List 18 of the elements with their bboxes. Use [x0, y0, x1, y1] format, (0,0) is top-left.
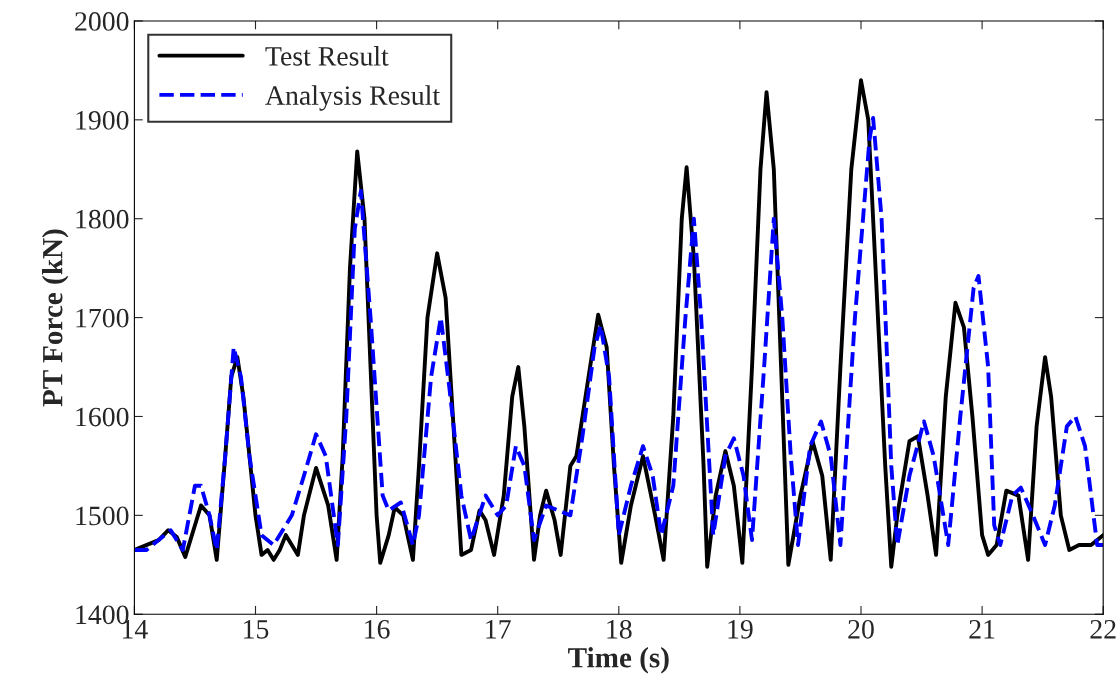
y-tick-label: 1600: [76, 407, 129, 427]
x-tick-label: 18: [607, 619, 632, 639]
x-tick-label: 21: [969, 619, 995, 639]
y-tick-label: 2000: [75, 12, 129, 31]
x-tick-label: 20: [848, 619, 874, 639]
legend-label: Test Result: [265, 46, 389, 66]
x-tick-label: 16: [365, 619, 390, 639]
y-tick-label: 1900: [76, 110, 129, 130]
x-tick-label: 15: [244, 620, 269, 639]
x-tick-label: 17: [486, 620, 511, 639]
x-tick-label: 19: [728, 619, 753, 639]
y-tick-label: 1500: [76, 506, 129, 526]
y-tick-label: 1700: [76, 308, 129, 328]
legend-label: Analysis Result: [265, 85, 440, 111]
y-axis-title: PT Force (kN): [41, 229, 69, 407]
y-tick-label: 1800: [76, 209, 129, 229]
x-axis-title: Time (s): [568, 647, 669, 674]
x-tick-label: 22: [1090, 619, 1116, 639]
